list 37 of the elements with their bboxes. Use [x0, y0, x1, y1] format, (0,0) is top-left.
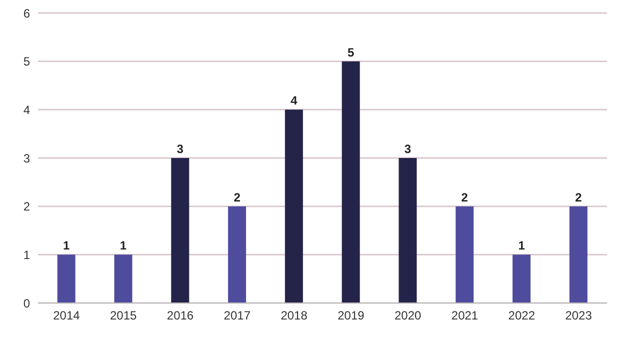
y-tick-label: 1 [23, 248, 30, 262]
data-label: 3 [404, 142, 412, 156]
x-tick-label: 2017 [224, 308, 251, 323]
x-tick-label: 2016 [166, 308, 194, 323]
bar [398, 158, 417, 303]
bar [512, 254, 531, 303]
data-label: 1 [518, 238, 526, 253]
data-label: 2 [461, 190, 468, 204]
data-label: 5 [348, 45, 354, 60]
y-tick-label: 0 [23, 296, 30, 310]
x-tick-label: 2015 [110, 308, 138, 323]
y-tick-label: 3 [23, 151, 30, 166]
bar [228, 206, 246, 303]
data-label: 1 [120, 238, 127, 253]
x-tick-label: 2021 [451, 308, 478, 323]
y-tick-label: 4 [23, 102, 30, 117]
bar [342, 61, 360, 303]
data-label: 3 [176, 142, 184, 156]
y-tick-label: 5 [23, 54, 30, 69]
bar [569, 206, 588, 303]
x-tick-label: 2020 [394, 308, 422, 323]
bar [171, 158, 190, 303]
x-tick-label: 2023 [565, 308, 592, 323]
data-label: 4 [290, 94, 298, 108]
data-label: 2 [575, 190, 582, 204]
x-tick-label: 2019 [338, 308, 365, 323]
bar [284, 110, 303, 303]
y-tick-label: 6 [23, 6, 30, 20]
x-tick-label: 2018 [280, 308, 308, 323]
bar [456, 206, 474, 303]
bar [114, 254, 132, 303]
x-tick-label: 2014 [53, 308, 80, 323]
bar [57, 254, 76, 303]
x-tick-label: 2022 [508, 308, 536, 323]
data-label: 2 [234, 190, 241, 204]
y-tick-label: 2 [23, 200, 30, 214]
data-label: 1 [63, 238, 70, 253]
